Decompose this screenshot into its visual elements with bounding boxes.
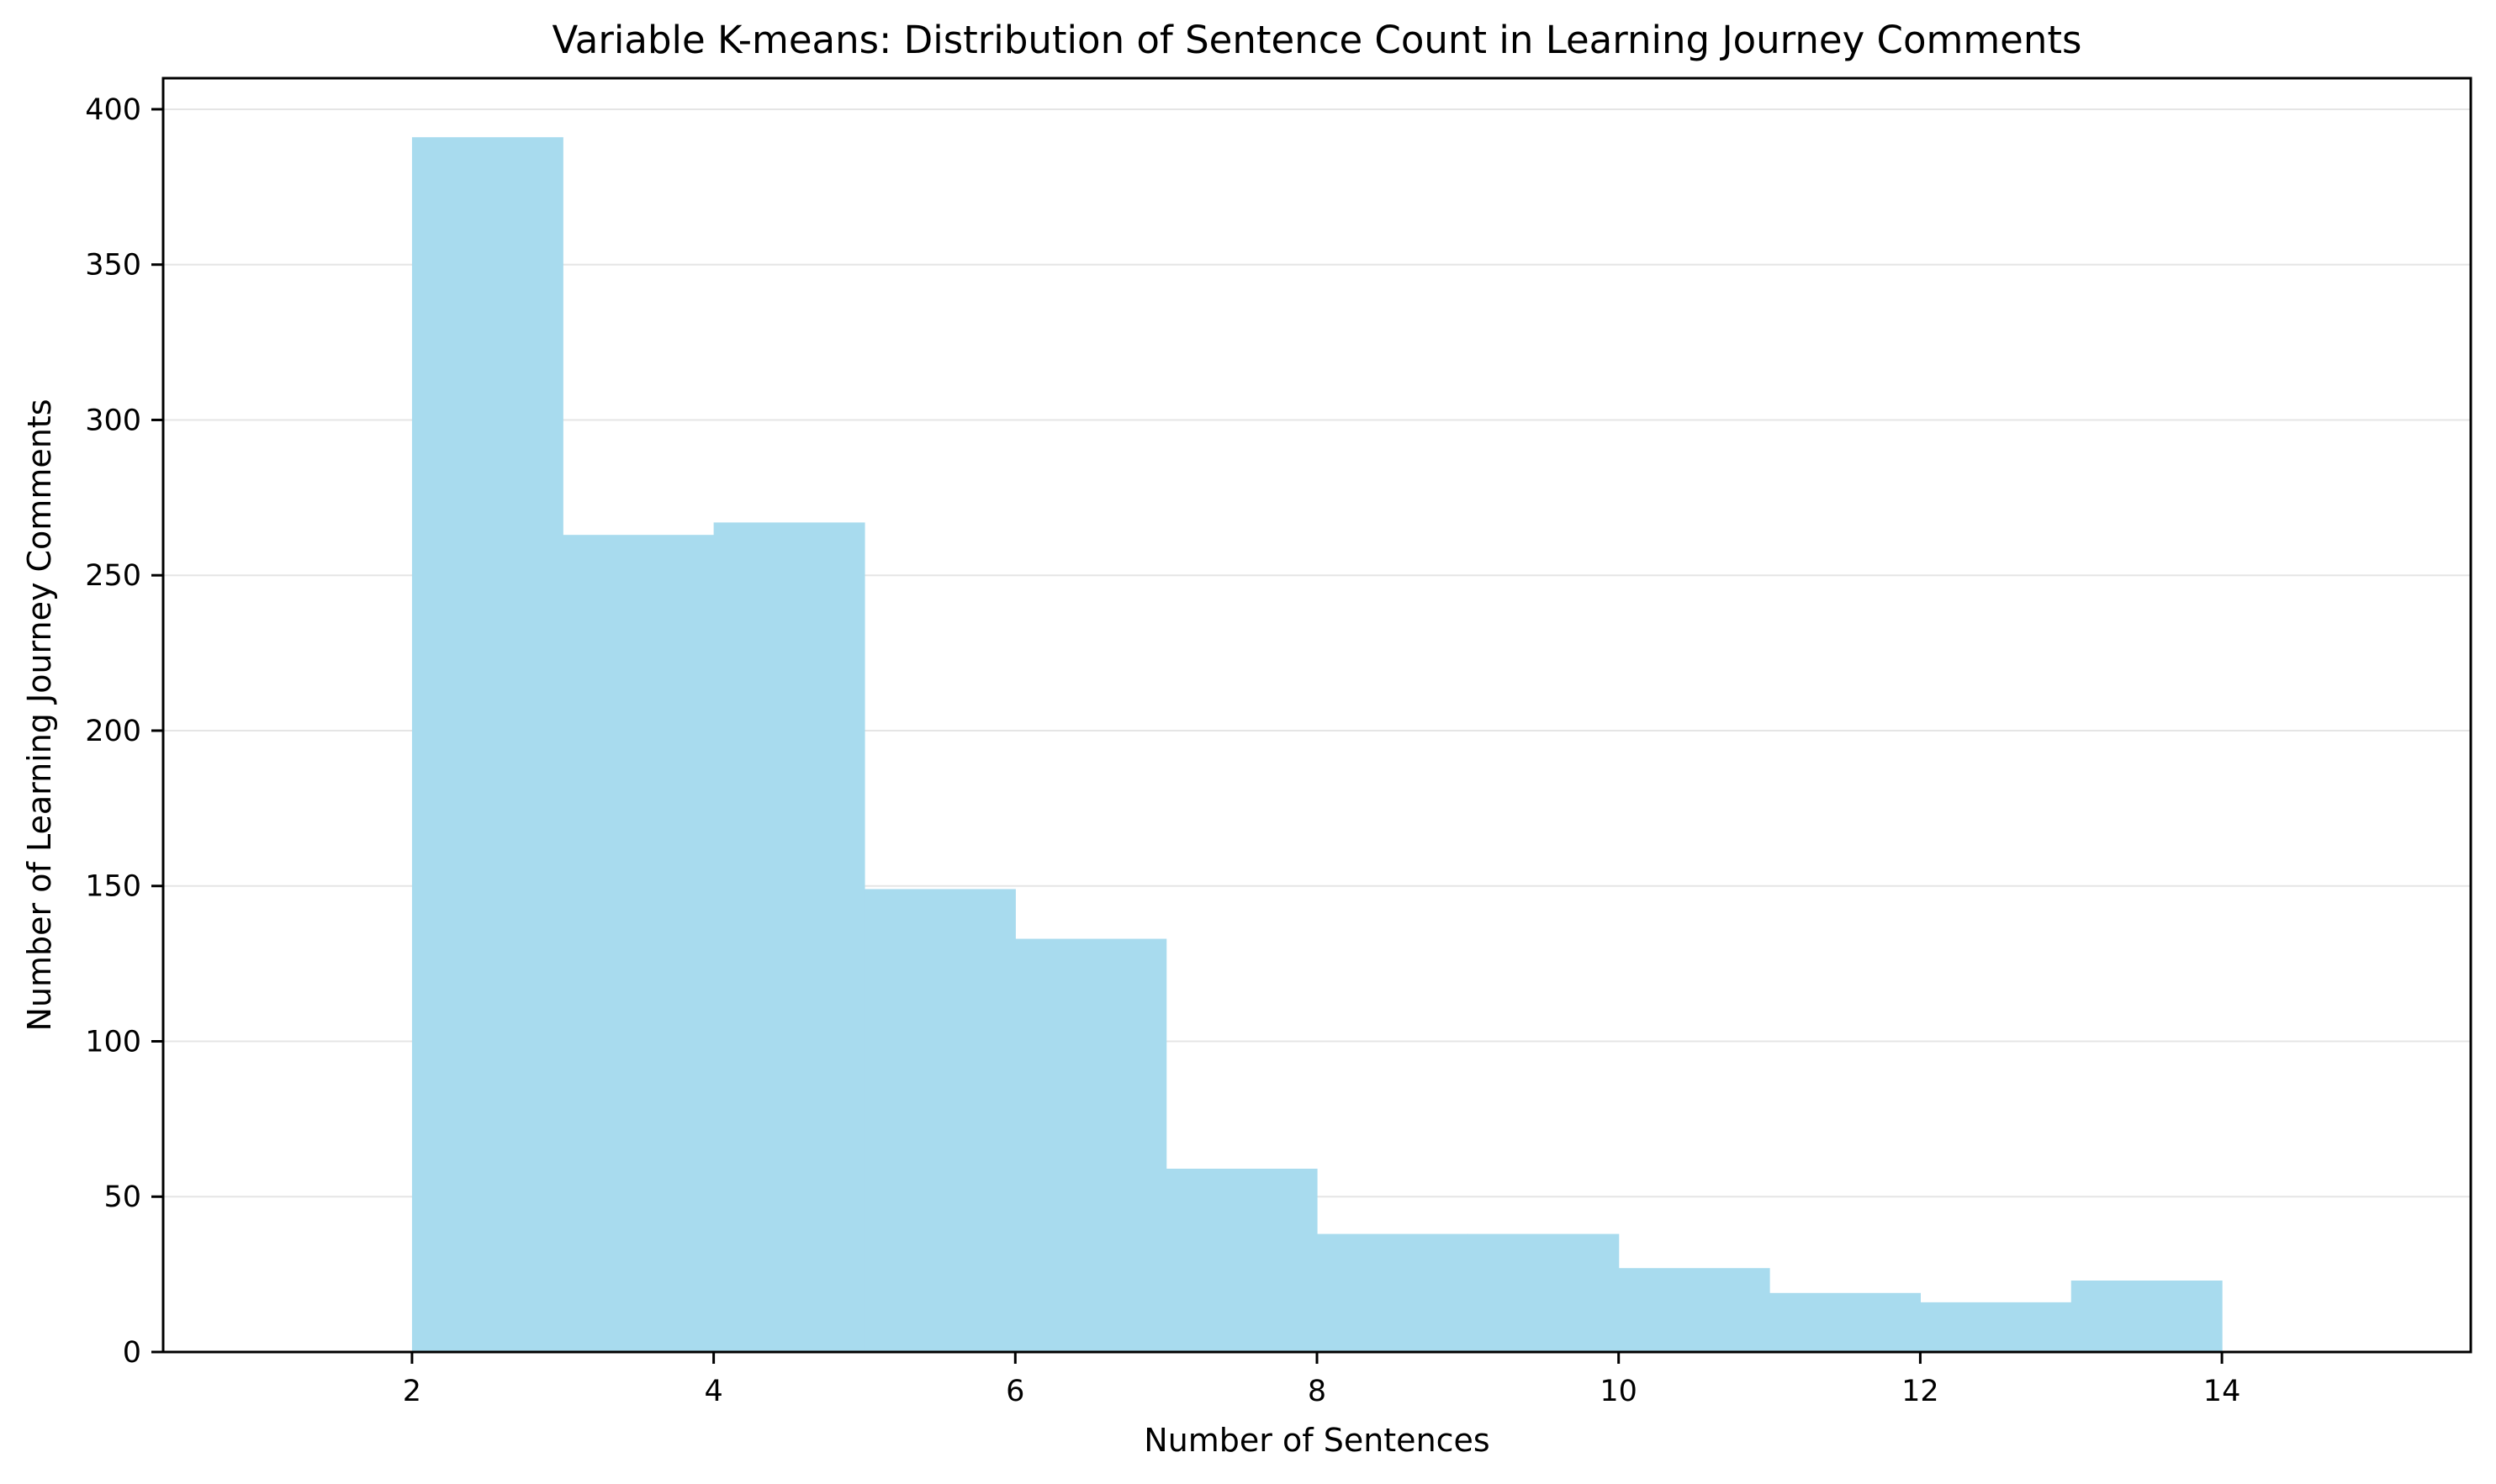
histogram-bar bbox=[1769, 1292, 1921, 1352]
histogram-bar bbox=[1920, 1302, 2072, 1352]
x-tick-label: 2 bbox=[403, 1375, 421, 1408]
histogram-bar bbox=[1015, 938, 1167, 1352]
histogram-bar bbox=[411, 137, 563, 1353]
x-tick-label: 14 bbox=[2203, 1375, 2241, 1408]
y-axis-ticks: 0 50 100 150 200 250 300 350 400 bbox=[85, 93, 163, 1370]
histogram-bar bbox=[2070, 1281, 2223, 1352]
histogram-bar bbox=[713, 522, 865, 1352]
y-tick-label: 350 bbox=[85, 249, 141, 283]
x-tick-label: 12 bbox=[1901, 1375, 1939, 1408]
x-axis-ticks: 2 4 6 8 10 12 14 bbox=[403, 1352, 2241, 1408]
y-tick-label: 200 bbox=[85, 715, 141, 748]
x-tick-label: 6 bbox=[1006, 1375, 1024, 1408]
histogram-bar bbox=[1317, 1233, 1468, 1352]
y-tick-label: 300 bbox=[85, 404, 141, 437]
histogram-bar bbox=[1166, 1168, 1318, 1352]
x-axis-label: Number of Sentences bbox=[1144, 1422, 1489, 1459]
y-tick-label: 50 bbox=[103, 1180, 141, 1214]
histogram-bar bbox=[1618, 1268, 1770, 1352]
histogram-bar bbox=[563, 535, 715, 1352]
y-axis-label: Number of Learning Journey Comments bbox=[21, 399, 58, 1032]
chart-title: Variable K-means: Distribution of Senten… bbox=[553, 18, 2082, 62]
x-tick-label: 10 bbox=[1600, 1375, 1637, 1408]
x-tick-label: 8 bbox=[1308, 1375, 1326, 1408]
y-tick-label: 0 bbox=[123, 1336, 141, 1370]
histogram-bar bbox=[864, 889, 1016, 1352]
histogram-bars bbox=[411, 137, 2223, 1353]
histogram-bar bbox=[1467, 1233, 1620, 1352]
y-tick-label: 250 bbox=[85, 559, 141, 593]
x-tick-label: 4 bbox=[704, 1375, 722, 1408]
y-tick-label: 150 bbox=[85, 870, 141, 904]
y-tick-label: 100 bbox=[85, 1025, 141, 1059]
y-tick-label: 400 bbox=[85, 93, 141, 127]
